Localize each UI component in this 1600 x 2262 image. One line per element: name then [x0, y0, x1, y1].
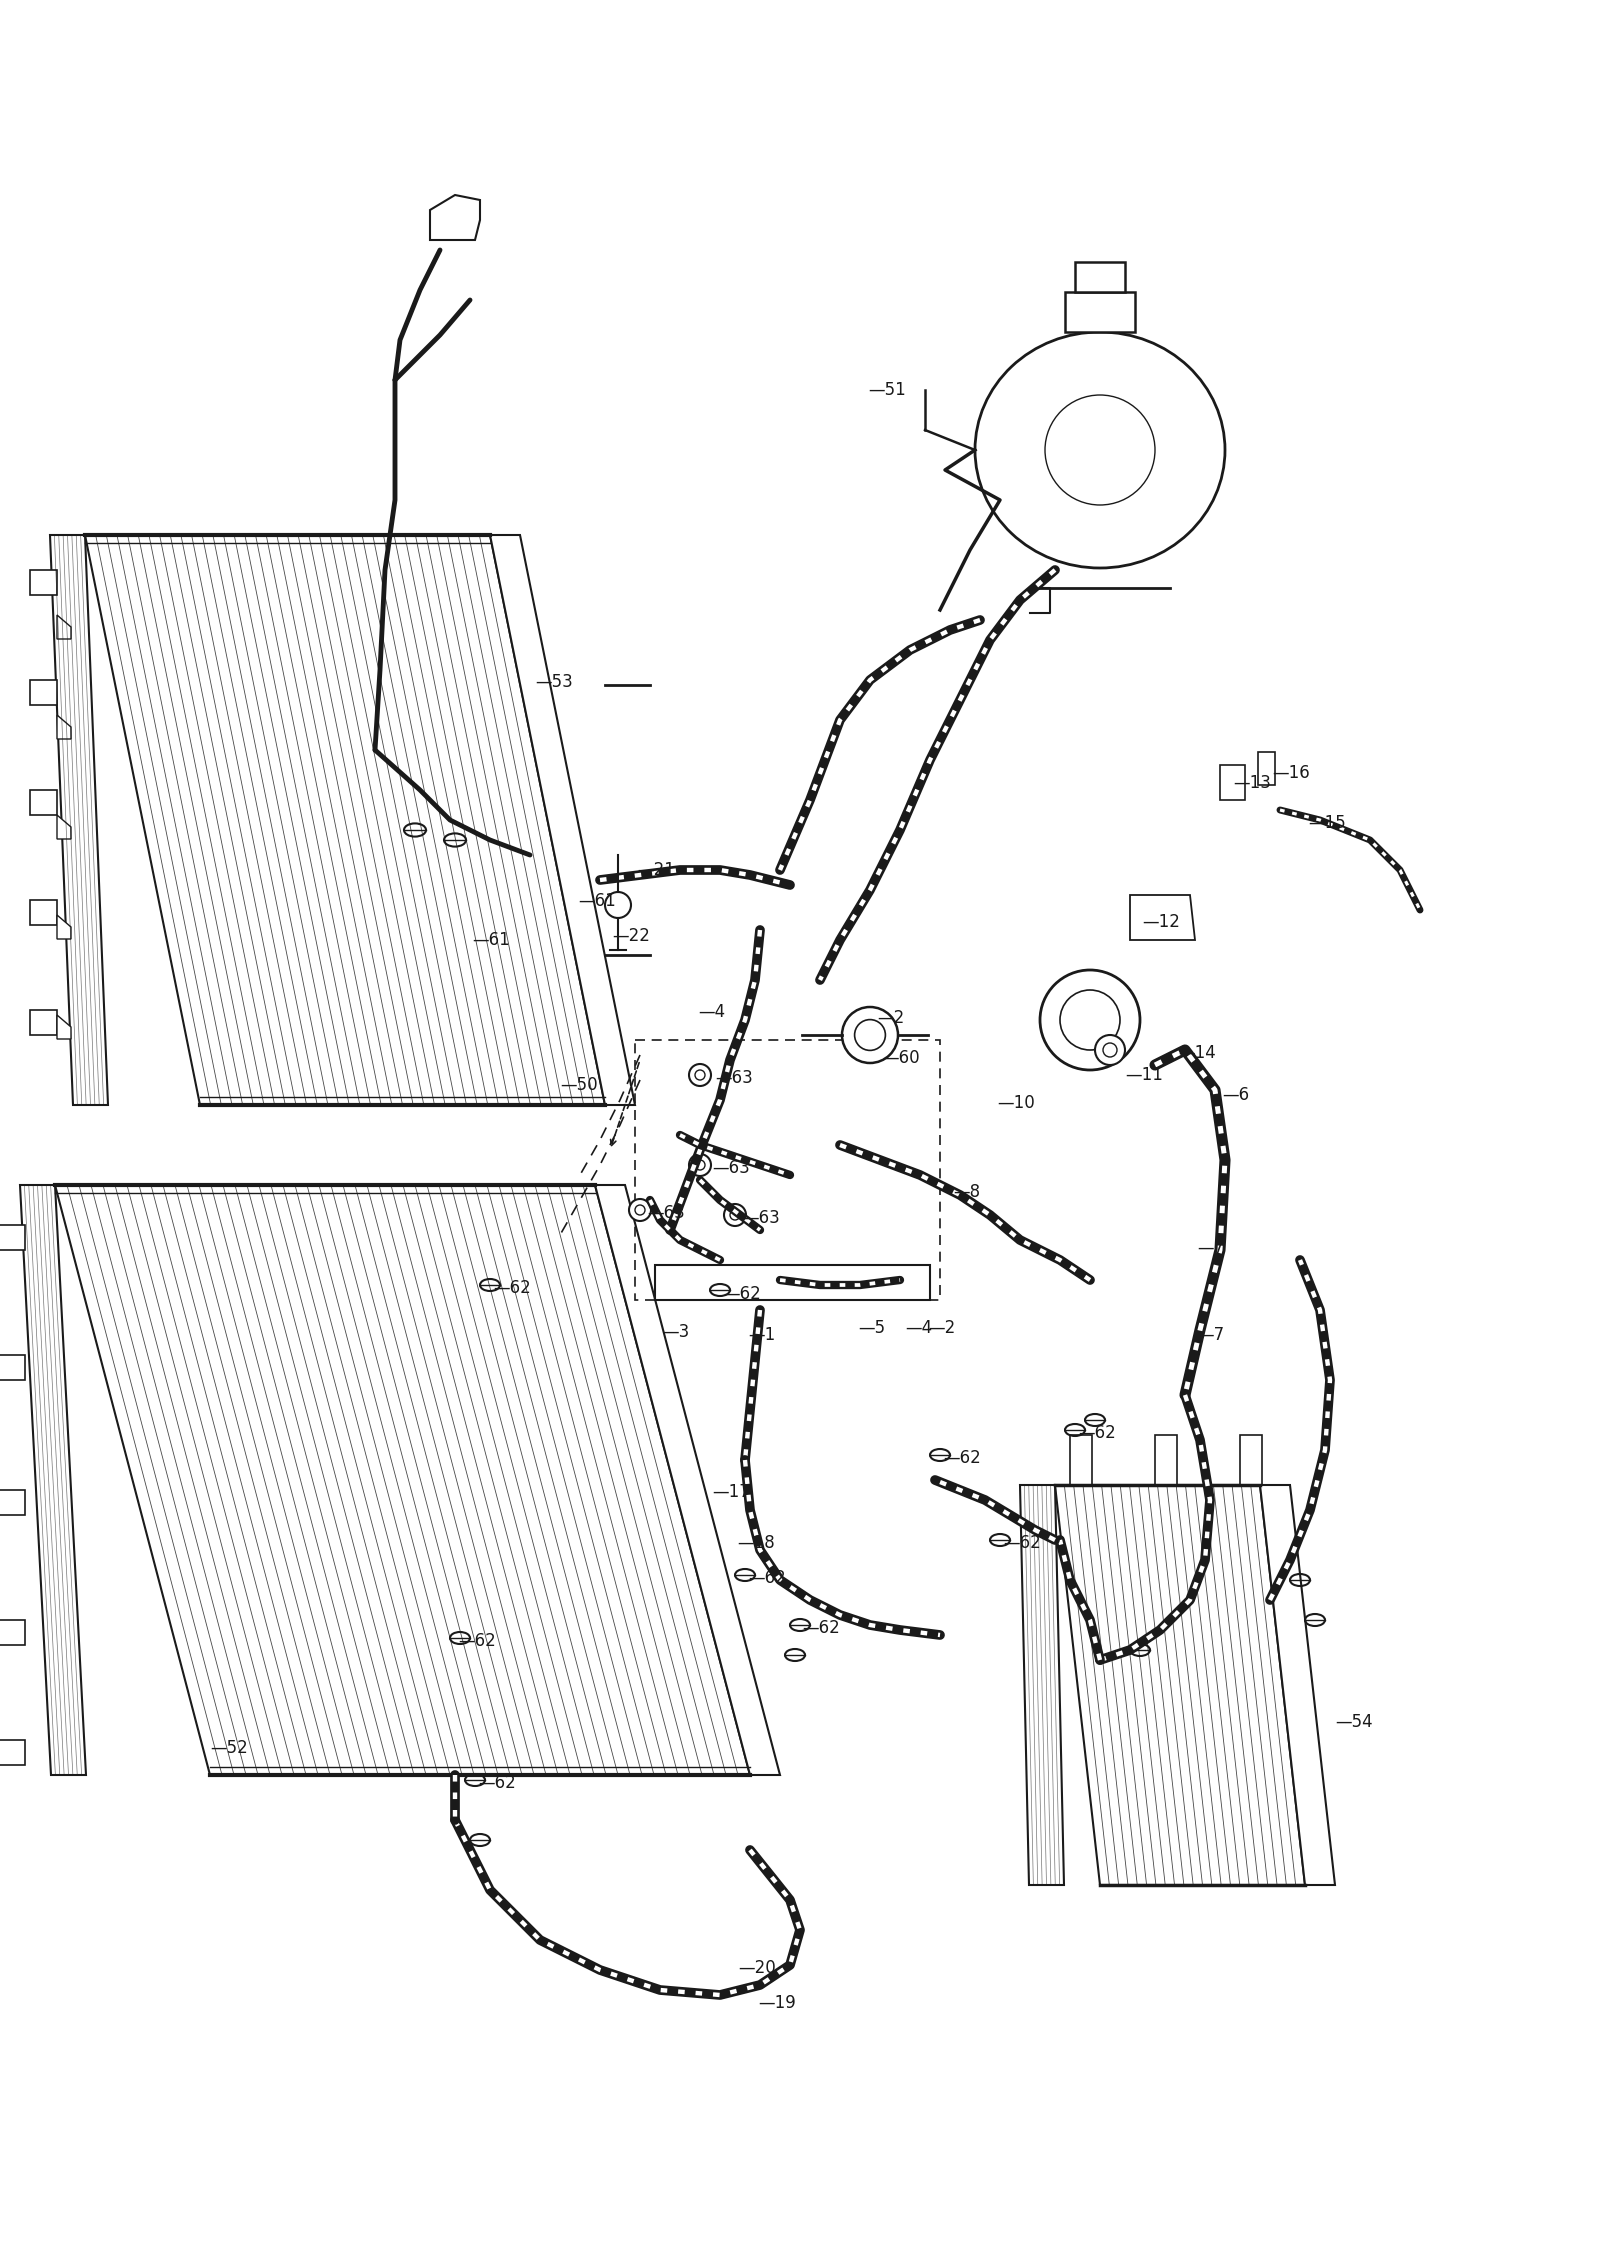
Text: —51: —51	[867, 380, 906, 398]
Text: —60: —60	[882, 1050, 920, 1068]
Text: —62: —62	[1078, 1425, 1115, 1441]
Polygon shape	[30, 789, 58, 814]
Circle shape	[842, 1007, 898, 1063]
Polygon shape	[58, 615, 70, 638]
Text: —62: —62	[478, 1773, 515, 1792]
Text: —4: —4	[906, 1319, 933, 1337]
Text: —61: —61	[472, 932, 510, 950]
Text: —4: —4	[698, 1002, 725, 1020]
Text: —11: —11	[1125, 1065, 1163, 1083]
Text: —14: —14	[1178, 1045, 1216, 1061]
Text: —10: —10	[997, 1095, 1035, 1113]
Text: —53: —53	[534, 674, 573, 690]
Text: —50: —50	[560, 1077, 598, 1095]
Polygon shape	[58, 1016, 70, 1038]
Circle shape	[723, 1203, 746, 1226]
Polygon shape	[0, 1739, 26, 1764]
Polygon shape	[50, 536, 109, 1106]
Text: —21: —21	[637, 862, 675, 880]
Text: —62: —62	[942, 1450, 981, 1468]
Circle shape	[690, 1063, 710, 1086]
Text: —63: —63	[712, 1158, 750, 1176]
Text: —54: —54	[1334, 1712, 1373, 1730]
Text: —63: —63	[646, 1203, 685, 1221]
Polygon shape	[1261, 1484, 1334, 1884]
Text: —17: —17	[712, 1484, 750, 1502]
Text: —15: —15	[1309, 814, 1346, 832]
Circle shape	[690, 1154, 710, 1176]
Polygon shape	[1221, 765, 1245, 801]
Text: —16: —16	[1272, 765, 1310, 783]
Polygon shape	[595, 1185, 781, 1776]
Circle shape	[694, 1070, 706, 1079]
Circle shape	[1094, 1036, 1125, 1065]
Text: —52: —52	[210, 1739, 248, 1758]
Polygon shape	[0, 1226, 26, 1251]
Polygon shape	[1258, 751, 1275, 785]
Text: —62: —62	[458, 1631, 496, 1649]
Polygon shape	[30, 1011, 58, 1036]
Polygon shape	[654, 1264, 930, 1301]
Polygon shape	[1021, 1484, 1064, 1884]
Text: —13: —13	[1234, 774, 1270, 792]
Polygon shape	[19, 1185, 86, 1776]
Text: —62: —62	[723, 1285, 760, 1303]
Text: —62: —62	[1003, 1534, 1040, 1552]
Text: —62: —62	[493, 1278, 531, 1296]
Polygon shape	[1054, 1484, 1306, 1884]
Polygon shape	[1075, 262, 1125, 292]
Polygon shape	[1155, 1434, 1178, 1484]
Polygon shape	[54, 1185, 750, 1776]
Circle shape	[605, 891, 630, 918]
Circle shape	[1040, 970, 1139, 1070]
Polygon shape	[58, 916, 70, 939]
Text: —12: —12	[1142, 914, 1179, 932]
Text: —7: —7	[1197, 1240, 1224, 1258]
Circle shape	[694, 1160, 706, 1169]
Text: —63: —63	[715, 1070, 752, 1088]
Polygon shape	[0, 1620, 26, 1644]
Text: —6: —6	[1222, 1086, 1250, 1104]
Text: —61: —61	[578, 891, 616, 909]
Text: —62: —62	[802, 1620, 840, 1638]
Polygon shape	[30, 570, 58, 595]
Polygon shape	[0, 1491, 26, 1516]
Polygon shape	[1066, 292, 1134, 333]
Text: —63: —63	[742, 1208, 779, 1226]
Polygon shape	[30, 900, 58, 925]
Text: —7: —7	[1197, 1326, 1224, 1344]
Polygon shape	[85, 536, 605, 1106]
Ellipse shape	[974, 333, 1226, 568]
Text: —3: —3	[662, 1323, 690, 1341]
Circle shape	[1102, 1043, 1117, 1056]
Polygon shape	[1240, 1434, 1262, 1484]
Polygon shape	[1070, 1434, 1091, 1484]
Circle shape	[730, 1210, 739, 1219]
Circle shape	[629, 1199, 651, 1221]
Text: —62: —62	[749, 1570, 786, 1588]
Text: —19: —19	[758, 1995, 795, 2011]
Text: —1: —1	[749, 1326, 776, 1344]
Text: —2: —2	[877, 1009, 904, 1027]
Polygon shape	[0, 1355, 26, 1380]
Text: —8: —8	[954, 1183, 981, 1201]
Polygon shape	[58, 715, 70, 740]
Polygon shape	[58, 814, 70, 839]
Polygon shape	[30, 681, 58, 706]
Text: —20: —20	[738, 1959, 776, 1977]
Circle shape	[635, 1206, 645, 1215]
Text: —22: —22	[611, 927, 650, 946]
Text: —18: —18	[738, 1534, 774, 1552]
Text: —2: —2	[928, 1319, 955, 1337]
Text: —5: —5	[858, 1319, 885, 1337]
Polygon shape	[430, 195, 480, 240]
Polygon shape	[490, 536, 635, 1106]
Polygon shape	[1130, 896, 1195, 941]
